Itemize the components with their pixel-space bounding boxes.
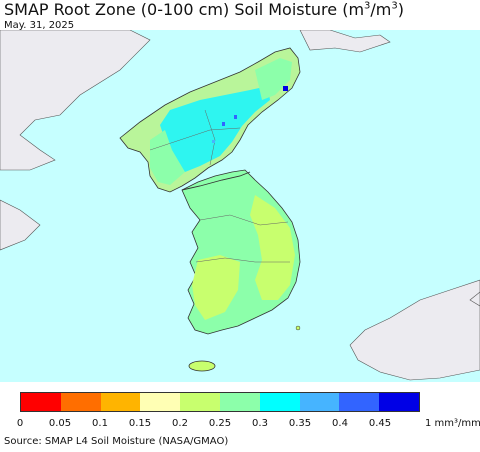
legend-colorbar [20, 392, 420, 412]
soil-moisture-map [0, 30, 480, 382]
wet-spot-2 [234, 115, 237, 119]
russia-land [299, 30, 391, 53]
legend-tick-label: 0.15 [128, 418, 152, 429]
map-title: SMAP Root Zone (0-100 cm) Soil Moisture … [4, 0, 405, 19]
japan-island [469, 291, 480, 307]
legend-tick-label: 0.3 [252, 418, 268, 429]
wet-spot-3 [222, 122, 225, 126]
source-note: Source: SMAP L4 Soil Moisture (NASA/GMAO… [4, 436, 229, 447]
china-west-land [0, 199, 41, 251]
china-land [0, 30, 151, 171]
north-korea-north-zone [255, 58, 292, 100]
jeju-island [188, 360, 216, 372]
wet-spot-4 [212, 140, 215, 143]
legend-tick-label: 0 [16, 418, 24, 429]
dmz-border [181, 171, 251, 191]
legend-tick-label: 0.4 [332, 418, 348, 429]
province-line-3 [149, 127, 241, 151]
legend-swatch [140, 393, 181, 411]
legend-swatch [21, 393, 61, 411]
south-korea-southwest-zone [192, 255, 240, 320]
legend-swatch [219, 393, 260, 411]
north-korea-moist-zone [150, 130, 185, 185]
province-line-2 [195, 257, 290, 263]
legend-swatch [259, 393, 300, 411]
legend-swatch [379, 393, 419, 411]
legend-swatch [339, 393, 380, 411]
wet-spot-1 [283, 86, 288, 91]
south-korea-east-zone [250, 195, 295, 300]
legend-tick-label: 0.45 [368, 418, 392, 429]
ulleung-island [295, 325, 301, 331]
legend-tick-label: 0.1 [92, 418, 108, 429]
legend-unit: 1 mm³/mm³ [425, 418, 480, 429]
japan-land [349, 279, 480, 381]
legend-tick-label: 0.25 [208, 418, 232, 429]
north-korea-wet-zone [160, 86, 270, 172]
legend-tick-label: 0.05 [48, 418, 72, 429]
map-date: May. 31, 2025 [4, 20, 75, 31]
legend-tick-label: 0.2 [172, 418, 188, 429]
province-line-1 [199, 214, 289, 226]
legend-swatch [180, 393, 220, 411]
legend-swatch [299, 393, 340, 411]
legend-swatch [100, 393, 141, 411]
legend-swatch [60, 393, 101, 411]
legend-tick-label: 0.35 [288, 418, 312, 429]
